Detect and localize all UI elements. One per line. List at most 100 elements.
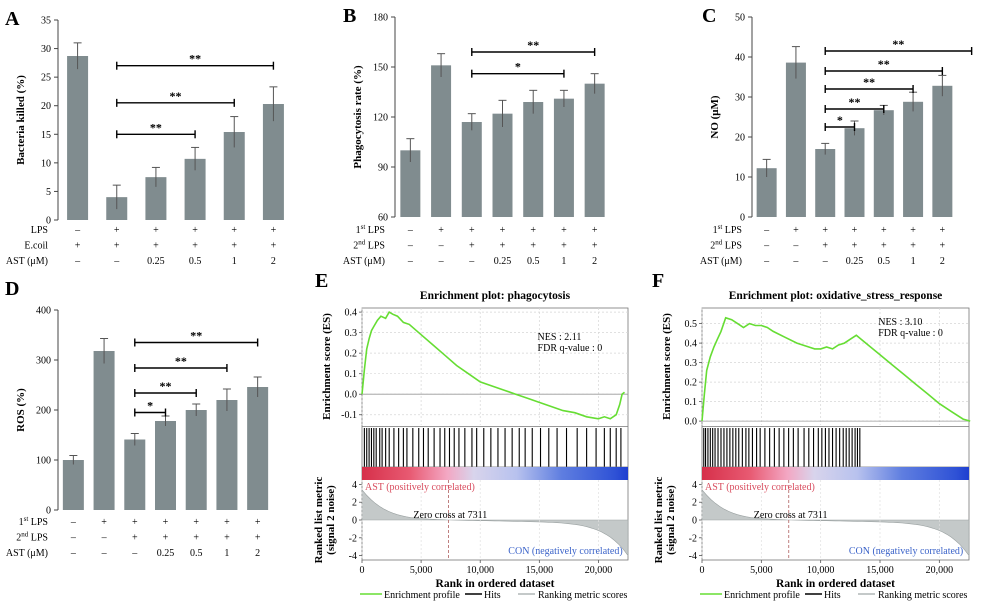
condition-value: + xyxy=(822,241,828,252)
es-tick-label: 0.5 xyxy=(685,319,698,330)
es-tick-label: 0.2 xyxy=(345,349,358,360)
significance-label: ** xyxy=(160,379,172,393)
bar xyxy=(756,168,777,217)
significance-label: ** xyxy=(175,354,187,368)
condition-value: 1 xyxy=(232,256,237,267)
significance-label: * xyxy=(147,399,153,413)
bar xyxy=(785,62,806,217)
condition-value: + xyxy=(231,225,237,236)
condition-value: 2 xyxy=(940,256,945,267)
nes-text: NES : 3.10 xyxy=(878,317,922,328)
condition-value: + xyxy=(910,241,916,252)
condition-value: + xyxy=(881,241,887,252)
es-tick-label: 0.1 xyxy=(345,369,358,380)
condition-value: + xyxy=(271,241,277,252)
condition-value: + xyxy=(592,225,598,236)
legend-text-hits: Hits xyxy=(824,590,841,601)
gsea-title: Enrichment plot: oxidative_stress_respon… xyxy=(729,290,943,302)
metric-tick-label: 0 xyxy=(692,516,697,527)
x-tick-label: 5,000 xyxy=(750,565,773,576)
condition-value: + xyxy=(940,241,946,252)
condition-value: 1 xyxy=(911,256,916,267)
condition-value: 0.25 xyxy=(157,548,175,559)
x-axis-label: Rank in ordered dataset xyxy=(776,578,895,590)
condition-value: + xyxy=(255,517,261,528)
condition-value: 2 xyxy=(592,256,597,267)
x-tick-label: 5,000 xyxy=(410,565,433,576)
condition-value: + xyxy=(153,225,159,236)
metric-tick-label: 4 xyxy=(692,480,697,491)
gsea-title: Enrichment plot: phagocytosis xyxy=(420,290,571,302)
es-tick-label: 0.3 xyxy=(345,328,358,339)
metric-tick-label: 0 xyxy=(352,516,357,527)
condition-value: + xyxy=(224,533,230,544)
condition-value: – xyxy=(70,533,77,544)
condition-value: – xyxy=(792,241,799,252)
bar xyxy=(553,98,574,217)
y-tick-label: 5 xyxy=(46,187,51,198)
zero-cross-label: Zero cross at 7311 xyxy=(754,510,828,521)
bar xyxy=(584,83,605,218)
y-tick-label: 300 xyxy=(36,356,51,367)
condition-label: 2nd LPS xyxy=(16,531,48,544)
panel-label-F: F xyxy=(652,270,664,292)
significance-label: ** xyxy=(849,95,861,109)
x-tick-label: 20,000 xyxy=(585,565,613,576)
bar xyxy=(903,101,924,217)
bar xyxy=(223,132,245,220)
significance-label: ** xyxy=(892,37,904,51)
x-tick-label: 15,000 xyxy=(866,565,894,576)
bar xyxy=(185,410,207,510)
zero-cross-label: Zero cross at 7311 xyxy=(413,510,487,521)
y-tick-label: 60 xyxy=(378,213,388,224)
enrichment-profile-line xyxy=(701,316,971,422)
condition-value: – xyxy=(101,548,108,559)
y-tick-label: 20 xyxy=(41,101,51,112)
y-axis-label: ROS (%) xyxy=(15,388,27,432)
bar xyxy=(155,421,176,510)
y-tick-label: 200 xyxy=(36,406,51,417)
condition-value: + xyxy=(132,517,138,528)
condition-value: – xyxy=(74,256,81,267)
bar xyxy=(124,439,146,510)
es-tick-label: 0.2 xyxy=(685,378,698,389)
enrichment-profile-line xyxy=(361,310,626,420)
es-tick-label: 0.4 xyxy=(345,308,358,319)
condition-value: – xyxy=(763,225,770,236)
condition-label: E.coil xyxy=(24,241,48,252)
y-tick-label: 0 xyxy=(46,216,51,227)
panel-label-C: C xyxy=(702,5,716,27)
condition-label: 1st LPS xyxy=(19,515,48,528)
condition-value: + xyxy=(192,241,198,252)
metric-axis-label: Ranked list metric xyxy=(653,477,665,564)
es-axis-label: Enrichment score (ES) xyxy=(321,313,333,420)
panel-label-A: A xyxy=(5,8,20,30)
condition-value: + xyxy=(231,241,237,252)
y-tick-label: 15 xyxy=(41,130,51,141)
condition-value: + xyxy=(592,241,598,252)
metric-tick-label: -2 xyxy=(689,533,697,544)
y-tick-label: 30 xyxy=(41,44,51,55)
condition-value: + xyxy=(193,517,199,528)
bar xyxy=(844,128,865,217)
condition-value: + xyxy=(530,225,536,236)
ranking-metric-area xyxy=(701,488,970,557)
pos-corr-label: AST (positively correlated) xyxy=(365,482,475,493)
condition-value: + xyxy=(193,533,199,544)
panel-label-B: B xyxy=(343,5,356,27)
condition-value: – xyxy=(763,256,770,267)
y-tick-label: 10 xyxy=(41,158,51,169)
y-tick-label: 150 xyxy=(373,63,388,74)
condition-value: + xyxy=(822,225,828,236)
y-tick-label: 50 xyxy=(735,13,745,24)
es-tick-label: 0.0 xyxy=(345,390,358,401)
condition-value: – xyxy=(70,548,77,559)
legend-text-profile: Enrichment profile xyxy=(384,590,460,601)
es-tick-label: -0.1 xyxy=(341,410,357,421)
condition-value: 0.5 xyxy=(189,256,202,267)
bar xyxy=(216,400,238,510)
significance-label: ** xyxy=(863,75,875,89)
nes-text: NES : 2.11 xyxy=(538,332,582,343)
condition-value: 0.5 xyxy=(527,256,540,267)
